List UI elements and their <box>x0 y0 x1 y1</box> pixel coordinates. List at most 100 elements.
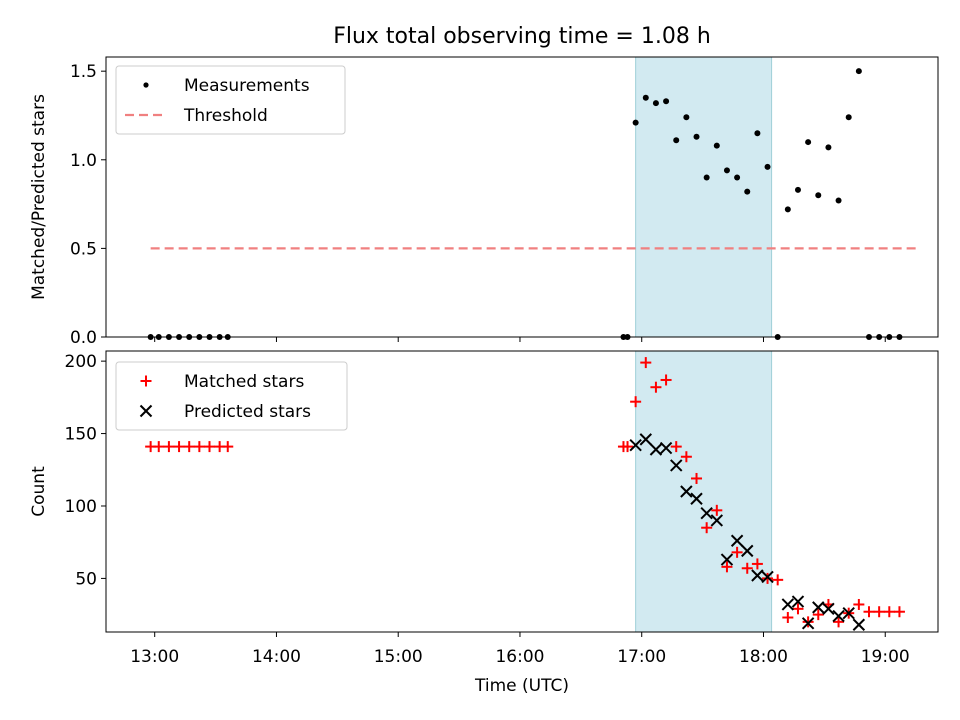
matched-star-point <box>731 546 743 558</box>
y-tick-label: 1.0 <box>70 151 97 171</box>
x-tick-label: 13:00 <box>130 647 179 667</box>
x-tick-label: 14:00 <box>252 647 301 667</box>
matched-star-point <box>183 441 195 453</box>
x-tick-label: 17:00 <box>617 647 666 667</box>
matched-star-point <box>741 562 753 574</box>
matched-star-point <box>772 574 784 586</box>
measurement-point <box>713 142 720 149</box>
legend-entry-label: Matched stars <box>184 372 304 392</box>
y-tick-label: 200 <box>65 352 97 372</box>
measurement-point <box>855 68 862 75</box>
measurement-point <box>673 137 680 144</box>
matched-star-point <box>762 572 774 584</box>
matched-star-point <box>883 606 895 618</box>
measurement-point <box>723 167 730 174</box>
ratio-y-axis: 0.0 0.5 1.0 1.5 <box>70 62 106 348</box>
predicted-star-point <box>700 507 713 520</box>
measurement-point <box>663 98 670 105</box>
measurement-point <box>703 174 710 181</box>
count-axes-frame <box>105 350 939 633</box>
matched-star-point <box>640 357 652 369</box>
observation-window-shade-bottom <box>635 350 773 633</box>
predicted-star-point <box>680 485 693 498</box>
predicted-star-point <box>761 570 774 584</box>
legend-predicted-marker <box>139 404 153 418</box>
predicted-star-point <box>639 433 652 446</box>
matched-star-point <box>193 441 205 453</box>
matched-star-point <box>203 441 215 453</box>
y-tick-label: 1.5 <box>70 62 97 82</box>
matched-star-point <box>222 441 234 453</box>
predicted-star-point <box>720 553 734 566</box>
matched-star-point <box>782 612 794 624</box>
count-y-axis-label: Count <box>29 466 49 517</box>
count-legend: Matched stars Predicted stars <box>115 361 348 431</box>
time-x-axis-label: Time (UTC) <box>474 676 569 696</box>
predicted-star-point <box>710 514 724 527</box>
legend-entry-label: Measurements <box>184 76 310 96</box>
ratio-axes-frame <box>105 56 939 338</box>
predicted-star-point <box>812 601 825 614</box>
measurement-point <box>642 94 649 101</box>
y-tick-label: 0.0 <box>70 328 97 348</box>
count-x-axis: 13:00 14:00 15:00 16:00 17:00 18:00 19:00 <box>130 632 910 667</box>
measurement-ratio-panel: 0.0 0.5 1.0 1.5 Matched/Predicted stars Mea… <box>29 56 939 348</box>
star-count-panel: 50 100 150 200 13:00 14:00 15:00 16:00 17:00 18:… <box>29 350 939 696</box>
y-tick-label: 150 <box>65 425 97 445</box>
matched-star-point <box>173 441 185 453</box>
count-y-axis: 50 100 150 200 <box>65 352 106 589</box>
measurement-point <box>693 133 700 140</box>
matched-star-point <box>680 451 692 463</box>
predicted-star-point <box>690 492 703 505</box>
x-tick-label: 16:00 <box>495 647 544 667</box>
measurement-point <box>805 139 812 146</box>
matched-star-point <box>721 561 733 573</box>
legend-box <box>115 65 346 135</box>
predicted-star-point <box>649 443 663 456</box>
measurement-point <box>764 163 771 170</box>
predicted-star-point <box>801 617 815 630</box>
measurement-point <box>652 100 659 107</box>
matched-star-point <box>802 616 814 628</box>
ratio-y-axis-label: Matched/Predicted stars <box>29 94 49 300</box>
predicted-star-point <box>741 544 754 558</box>
matched-star-point <box>650 381 662 393</box>
matched-star-point <box>701 522 713 534</box>
matched-star-point <box>873 606 885 618</box>
legend-matched-marker <box>140 375 152 387</box>
legend-measurement-marker <box>143 82 149 88</box>
predicted-star-point <box>781 598 795 611</box>
matched-star-point <box>863 606 875 618</box>
y-tick-label: 50 <box>75 569 97 589</box>
measurement-point <box>734 174 741 181</box>
chart-title: Flux total observing time = 1.08 h <box>333 24 711 49</box>
matched-star-point <box>853 598 865 610</box>
matched-star-point <box>660 374 672 386</box>
predicted-star-point <box>629 438 642 452</box>
matched-star-point <box>691 472 703 484</box>
observation-window-shade-top <box>635 56 773 338</box>
measurement-point <box>744 188 751 195</box>
legend-entry-label: Threshold <box>183 106 268 126</box>
measurement-point <box>794 186 801 193</box>
measurement-point <box>683 114 690 121</box>
measurement-point <box>784 206 791 213</box>
predicted-star-point <box>670 459 683 472</box>
predicted-star-point <box>791 595 805 608</box>
matched-star-point <box>893 606 905 618</box>
x-tick-label: 19:00 <box>861 647 910 667</box>
matched-star-point <box>153 441 165 453</box>
predicted-star-point <box>659 441 673 455</box>
legend-entry-label: Predicted stars <box>184 402 311 422</box>
legend-box <box>115 361 348 431</box>
matched-star-point <box>630 396 642 408</box>
measurement-point <box>815 192 822 199</box>
ratio-legend: Measurements Threshold <box>115 65 346 135</box>
ratio-x-axis <box>154 337 886 342</box>
matched-star-point <box>163 441 175 453</box>
predicted-star-point <box>852 618 866 631</box>
measurement-point <box>754 130 761 137</box>
matched-star-point <box>792 603 804 615</box>
x-tick-label: 15:00 <box>374 647 423 667</box>
